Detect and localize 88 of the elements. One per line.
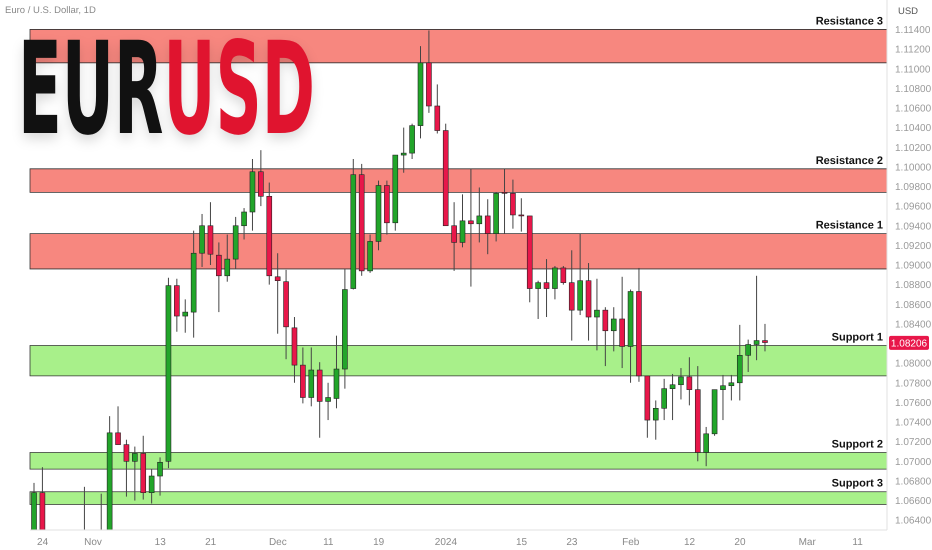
y-tick-label: 1.08800: [895, 280, 932, 292]
y-tick-label: 1.10800: [895, 84, 932, 95]
x-tick-label: 15: [516, 537, 528, 548]
candlestick: [325, 382, 331, 421]
candlestick: [560, 265, 566, 286]
candlestick: [661, 378, 667, 421]
candlestick: [224, 234, 230, 282]
y-tick-label: 1.09200: [895, 240, 932, 252]
candlestick: [610, 306, 617, 352]
candlestick: [484, 198, 491, 255]
candlestick: [686, 356, 692, 406]
band-label: Support 3: [832, 478, 883, 490]
x-tick-label: 11: [323, 537, 334, 548]
x-tick-label: 19: [373, 537, 385, 548]
y-tick-label: 1.10600: [895, 104, 932, 115]
band-label: Resistance 1: [816, 220, 883, 232]
y-tick-label: 1.08400: [895, 319, 932, 330]
x-tick-label: Mar: [798, 537, 816, 548]
band-label: Support 1: [832, 331, 883, 344]
y-tick-label: 1.06800: [895, 476, 932, 488]
y-tick-label: 1.10400: [895, 123, 932, 134]
chart-title: EURUSD: [18, 15, 466, 164]
x-tick-label: 23: [566, 537, 578, 548]
y-tick-label: 1.07000: [895, 456, 932, 468]
candlestick: [754, 275, 760, 361]
y-tick-label: 1.11200: [895, 44, 931, 56]
candlestick: [274, 252, 280, 334]
candlestick: [518, 198, 524, 232]
candlestick: [552, 265, 558, 300]
x-tick-label: 13: [154, 537, 166, 548]
y-tick-label: 1.09800: [895, 182, 932, 194]
y-tick-label: 1.10200: [895, 142, 932, 154]
text: Euro / U.S. Dollar, 1D: [5, 5, 96, 16]
candlestick: [544, 258, 550, 318]
band-label: Resistance 2: [816, 154, 883, 167]
candlestick: [400, 127, 406, 174]
candlestick: [502, 168, 508, 234]
y-tick-label: 1.07400: [895, 418, 932, 429]
candlestick: [468, 168, 474, 288]
y-tick-label: 1.08600: [895, 300, 932, 311]
candlestick: [703, 426, 709, 467]
x-tick-label: 24: [37, 537, 49, 548]
candlestick: [216, 242, 222, 313]
candlestick: [476, 186, 482, 243]
candlestick: [157, 456, 163, 496]
candlestick: [652, 400, 659, 440]
candlestick: [241, 208, 247, 240]
candlestick: [762, 323, 768, 352]
band-label: Support 2: [832, 438, 883, 450]
x-tick-label: 20: [734, 537, 746, 548]
candlestick: [670, 373, 676, 421]
candlestick: [728, 374, 734, 401]
y-tick-label: 1.07800: [895, 378, 932, 390]
x-tick-label: Feb: [622, 537, 640, 548]
annotation: 1.08206: [890, 338, 928, 350]
y-tick-label: 1.09400: [895, 221, 932, 232]
candlestick: [602, 306, 608, 367]
x-tick-label: Nov: [84, 537, 102, 548]
y-tick-label: 1.07600: [895, 398, 932, 409]
candlestick: [124, 439, 130, 498]
y-tick-label: 1.06600: [895, 496, 932, 508]
candlestick: [678, 368, 684, 400]
y-tick-label: 1.11000: [895, 64, 931, 76]
y-tick-label: 1.11400: [895, 24, 931, 36]
candlestick: [594, 278, 600, 351]
y-tick-label: 1.09000: [895, 260, 932, 272]
x-tick-label: Dec: [268, 537, 287, 548]
candlestick: [510, 179, 516, 230]
candlestick: [148, 468, 154, 504]
candlestick: [115, 406, 121, 446]
y-tick-label: 1.09600: [895, 202, 932, 213]
candlestick: [720, 374, 726, 421]
candlestick: [460, 194, 466, 248]
x-tick-label: 21: [205, 537, 217, 548]
x-tick-label: 12: [684, 537, 696, 548]
candlestick: [745, 339, 751, 372]
y-tick-label: 1.10000: [895, 162, 932, 174]
band-label: Resistance 3: [816, 15, 883, 28]
y-tick-label: 1.07200: [895, 437, 932, 448]
candlestick: [132, 446, 138, 502]
y-tick-label: 1.08000: [895, 358, 932, 370]
candlestick: [451, 202, 457, 272]
candlestick: [535, 280, 541, 320]
y-tick-label: 1.06400: [895, 516, 932, 527]
x-tick-label: 2024: [434, 537, 458, 548]
candlestick: [182, 298, 188, 334]
y-axis-title: USD: [898, 6, 918, 17]
x-tick-label: 11: [852, 537, 864, 548]
